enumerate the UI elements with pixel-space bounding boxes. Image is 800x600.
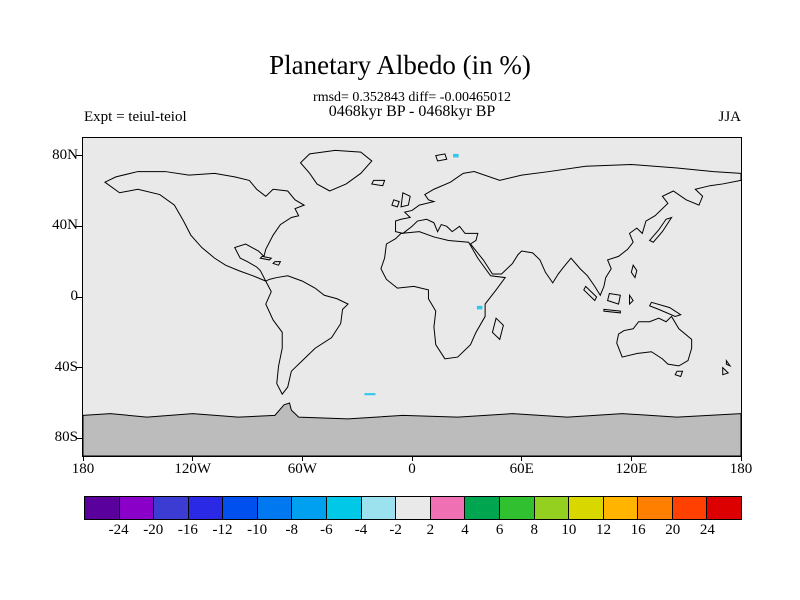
colorbar-cell [326, 497, 361, 519]
lon-tick-label: 0 [408, 461, 416, 477]
lat-tick-mark [76, 155, 82, 157]
madagascar-coastline [492, 318, 503, 339]
colorbar-cell [429, 497, 465, 519]
colorbar-tick-label: 2 [426, 522, 435, 538]
world-map [82, 137, 742, 457]
lon-tick-mark [192, 456, 194, 461]
colorbar-tick-label: 24 [699, 522, 715, 538]
philippines-coastline [631, 265, 636, 277]
colorbar-tick-label: 20 [665, 522, 681, 538]
lon-tick-mark [521, 456, 523, 461]
season-label: JJA [718, 109, 741, 125]
coastlines [83, 150, 741, 456]
lon-tick-label: 60E [509, 461, 534, 477]
colorbar-cell [602, 497, 638, 519]
colorbar-tick-label: 10 [561, 522, 577, 538]
new-zealand-coastline [723, 361, 730, 375]
colorbar-cell [395, 497, 430, 519]
australia-coastline [617, 316, 692, 365]
plot-title: Planetary Albedo (in %) [269, 50, 531, 80]
colorbar-tick-label: 16 [630, 522, 646, 538]
lat-tick-label: 80N [52, 146, 78, 163]
colorbar-tick-label: -2 [389, 522, 402, 538]
experiment-label: Expt = teiul-teiol [84, 109, 187, 125]
svalbard-coastline [436, 154, 447, 161]
colorbar-cell [533, 497, 569, 519]
colorbar-tick-label: 4 [461, 522, 469, 538]
colorbar-tick-label: -6 [320, 522, 333, 538]
colorbar-cell [187, 497, 223, 519]
africa-coastline [381, 232, 505, 359]
lat-tick-mark [76, 367, 82, 369]
colorbar-cell [222, 497, 257, 519]
sumatra-coastline [584, 286, 597, 300]
colorbar-cell [118, 497, 154, 519]
borneo-coastline [608, 293, 621, 304]
lat-tick-label: 40N [52, 217, 78, 234]
colorbar-tick-label: -16 [177, 522, 198, 538]
colorbar-cell [671, 497, 707, 519]
lon-tick-label: 120W [174, 461, 211, 477]
colorbar-tick-label: 8 [530, 522, 538, 538]
lon-tick-label: 180 [729, 461, 753, 477]
colorbar-tick-label: -12 [212, 522, 233, 538]
colorbar-cell [498, 497, 534, 519]
colorbar-cell [153, 497, 188, 519]
colorbar-cell [706, 497, 741, 519]
java-coastline [604, 309, 620, 313]
colorbar-cell [637, 497, 672, 519]
ireland-coastline [392, 200, 399, 207]
lon-tick-mark [411, 456, 413, 461]
lon-tick-mark [630, 456, 632, 461]
colorbar-tick-label: 12 [595, 522, 611, 538]
colorbar-cell [291, 497, 327, 519]
colorbar-tick-label: -8 [285, 522, 299, 538]
colorbar-labels: -24 -20 -16 -12 -10 -8 -6 -4 -2 2 4 6 8 10 12 16 20 24 [0, 522, 800, 542]
lat-tick-mark [76, 225, 82, 227]
uk-coastline [401, 193, 410, 207]
colorbar-tick-label: -20 [143, 522, 164, 538]
tasmania-coastline [675, 371, 682, 376]
lat-tick-mark [76, 437, 82, 439]
anomaly-dot [476, 305, 483, 310]
anomaly-dot [453, 153, 459, 158]
colorbar-cell [464, 497, 499, 519]
cuba-coastline [260, 256, 271, 260]
lat-tick-mark [76, 296, 82, 298]
japan-coastline [650, 218, 672, 243]
colorbar [84, 496, 742, 520]
iceland-coastline [372, 180, 385, 185]
lon-tick-mark [301, 456, 303, 461]
lat-tick-label: 0 [70, 288, 79, 304]
colorbar-tick-label: 6 [495, 522, 504, 538]
anomaly-marks [364, 153, 483, 396]
south-america-coastline [266, 276, 348, 394]
new-guinea-coastline [650, 302, 681, 316]
lon-tick-label: 120E [615, 461, 648, 477]
lat-tick-label: 80S [54, 429, 78, 446]
colorbar-tick-label: -10 [247, 522, 268, 538]
lon-tick-label: 180 [71, 461, 95, 477]
sulawesi-coastline [630, 295, 634, 304]
eurasia-coastline [396, 165, 741, 296]
lon-tick-mark [82, 456, 84, 461]
period-line: 0468kyr BP - 0468kyr BP [328, 103, 496, 120]
colorbar-cell [85, 497, 119, 519]
antarctica-landmass [83, 403, 741, 456]
colorbar-tick-label: -4 [354, 522, 368, 538]
lon-tick-mark [740, 456, 742, 461]
greenland-coastline [301, 150, 372, 191]
colorbar-cell [568, 497, 603, 519]
colorbar-tick-label: -24 [108, 522, 129, 538]
lat-tick-label: 40S [54, 358, 78, 375]
stats-line: rmsd= 0.352843 diff= -0.00465012 [313, 90, 511, 105]
ocean-background [83, 138, 741, 456]
colorbar-cell [256, 497, 292, 519]
colorbar-cell [360, 497, 396, 519]
lon-tick-label: 60W [287, 461, 317, 477]
hispaniola-coastline [273, 262, 280, 266]
